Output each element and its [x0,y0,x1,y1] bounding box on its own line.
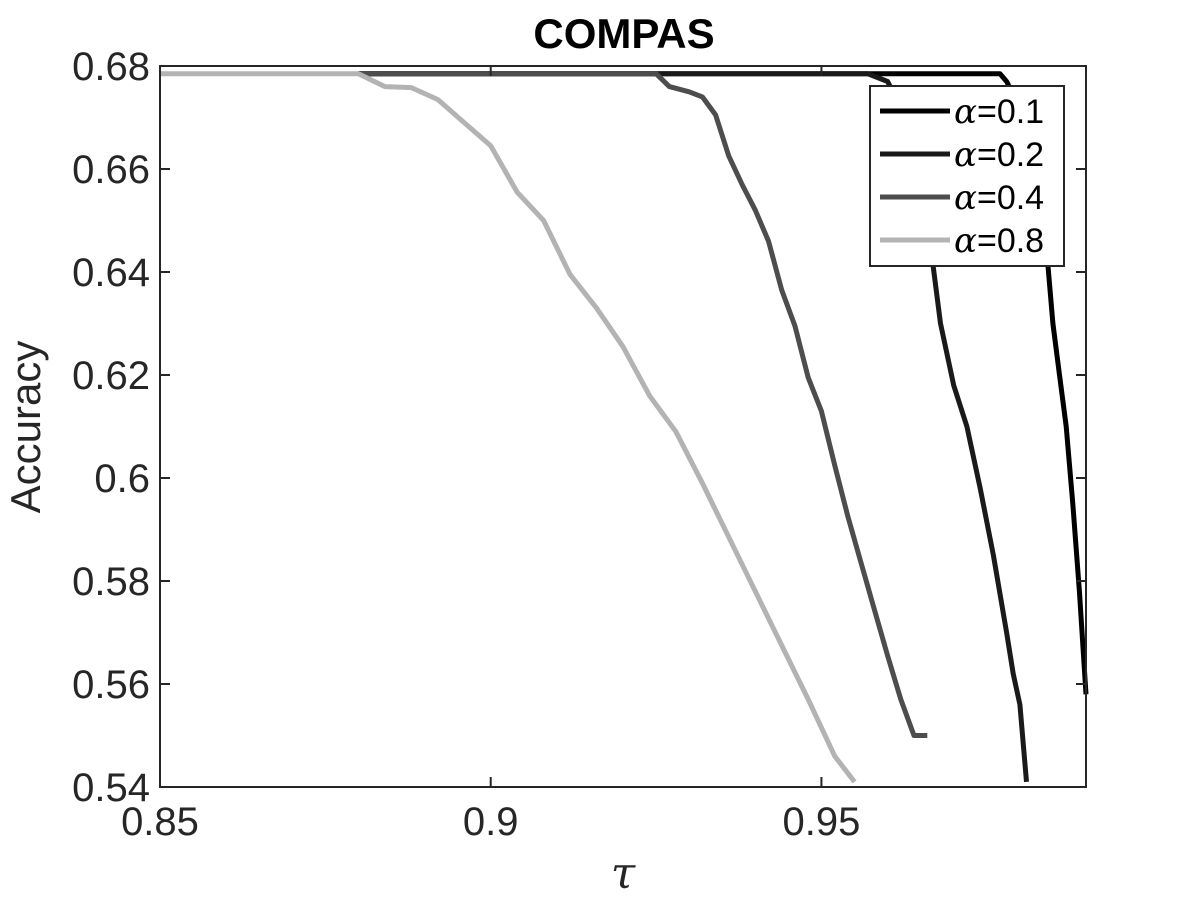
legend-alpha-value: =0.4 [977,179,1044,217]
chart-title: COMPAS [533,10,714,57]
legend-label-2: α=0.2 [954,135,1044,175]
series-line-4 [160,71,857,784]
y-tick-label: 0.54 [72,766,150,810]
legend-alpha-symbol: α [954,178,977,218]
y-axis-title: Accuracy [2,341,49,514]
y-tick-label: 0.6 [94,457,150,501]
y-tick-label: 0.66 [72,148,150,192]
series-line-2 [358,71,1029,783]
y-tick-label: 0.68 [72,45,150,89]
x-axis: 0.85 0.9 0.95 [121,66,860,844]
legend-box [869,85,1065,267]
legend-alpha-value: =0.2 [977,136,1044,174]
legend-alpha-symbol: α [954,135,977,175]
x-tick-label: 0.9 [463,800,519,844]
legend-alpha-value: =0.1 [977,93,1044,131]
legend-label-3: α=0.4 [954,178,1044,218]
y-axis: 0.54 0.56 0.58 0.6 0.62 0.64 0.66 0.68 [72,45,1086,810]
y-tick-label: 0.56 [72,663,150,707]
legend-label-1: α=0.1 [954,92,1044,132]
x-axis-title: τ [611,848,636,899]
legend-alpha-value: =0.8 [977,222,1044,260]
series-line-3 [358,71,928,738]
y-tick-label: 0.58 [72,560,150,604]
legend: α=0.1α=0.2α=0.4α=0.8 [869,85,1065,267]
x-tick-label: 0.95 [782,800,860,844]
legend-alpha-symbol: α [954,221,977,261]
y-tick-label: 0.62 [72,354,150,398]
series-layer [160,71,1089,784]
legend-alpha-symbol: α [954,92,977,132]
y-tick-label: 0.64 [72,251,150,295]
legend-items: α=0.1α=0.2α=0.4α=0.8 [880,92,1044,261]
legend-label-4: α=0.8 [954,221,1044,261]
axes-box [159,65,1087,788]
x-tick-label: 0.85 [121,800,199,844]
